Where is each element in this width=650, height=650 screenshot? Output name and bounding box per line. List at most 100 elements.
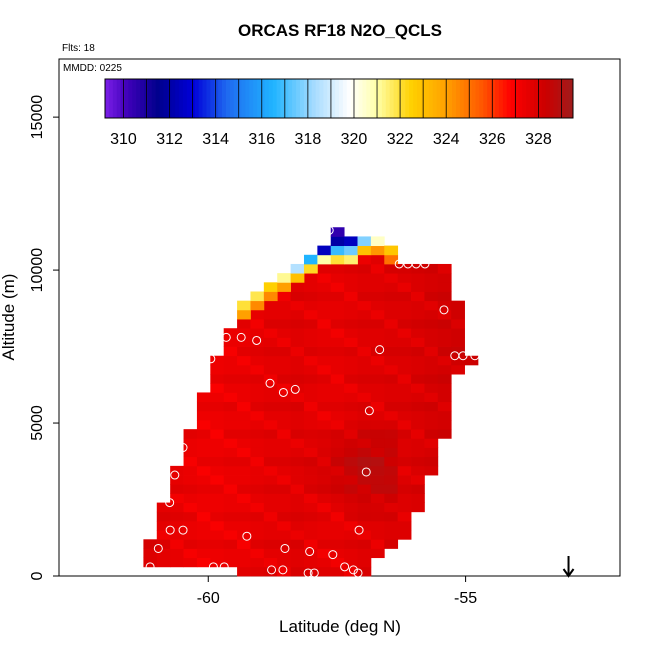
heatmap-cell bbox=[170, 502, 184, 513]
colorbar-segment bbox=[280, 79, 285, 118]
heatmap-cell bbox=[210, 465, 225, 476]
heatmap-cell bbox=[250, 502, 265, 513]
heatmap-cell bbox=[290, 438, 305, 448]
heatmap-cell bbox=[303, 438, 318, 448]
heatmap-cell bbox=[196, 447, 211, 458]
heatmap-cell bbox=[330, 227, 345, 237]
colorbar-segment bbox=[210, 79, 215, 118]
heatmap-cell bbox=[170, 530, 184, 540]
heatmap-cell bbox=[411, 374, 425, 384]
heatmap-cell bbox=[384, 355, 399, 366]
heatmap-cell bbox=[303, 539, 318, 549]
heatmap-cell bbox=[290, 282, 305, 292]
heatmap-cell bbox=[263, 419, 278, 430]
heatmap-cell bbox=[263, 355, 278, 366]
heatmap-cell bbox=[223, 530, 238, 540]
heatmap-cell bbox=[263, 465, 278, 476]
colorbar-segment bbox=[179, 79, 184, 118]
heatmap-cell bbox=[384, 502, 399, 513]
heatmap-cell bbox=[317, 392, 332, 403]
heatmap-cell bbox=[210, 502, 225, 513]
heatmap-cell bbox=[317, 291, 332, 302]
heatmap-cell bbox=[237, 530, 251, 540]
colorbar-segment bbox=[311, 79, 317, 118]
heatmap-cell bbox=[344, 346, 358, 357]
arrow-head bbox=[562, 568, 575, 578]
heatmap-cell bbox=[370, 419, 385, 430]
heatmap-cell bbox=[263, 392, 278, 403]
heatmap-cell bbox=[437, 319, 452, 329]
heatmap-cell bbox=[424, 438, 439, 448]
heatmap-cell bbox=[290, 429, 305, 439]
heatmap-cell bbox=[397, 364, 412, 375]
heatmap-cell bbox=[277, 410, 291, 421]
flight-point bbox=[178, 443, 188, 453]
colorbar-segment bbox=[479, 79, 484, 118]
heatmap-cell bbox=[210, 401, 225, 412]
heatmap-cell bbox=[223, 484, 238, 494]
flight-point bbox=[411, 259, 421, 269]
heatmap-cell bbox=[344, 263, 358, 274]
flight-point bbox=[278, 565, 288, 575]
heatmap-cell bbox=[384, 337, 399, 347]
colorbar-segment bbox=[495, 79, 500, 118]
colorbar-segment bbox=[225, 79, 231, 118]
heatmap-cell bbox=[330, 374, 345, 384]
heatmap-cell bbox=[357, 511, 372, 522]
heatmap-cell bbox=[397, 374, 412, 384]
heatmap-cell bbox=[183, 456, 198, 467]
heatmap-cell bbox=[384, 530, 399, 540]
heatmap-cell bbox=[237, 337, 251, 347]
colorbar-segment bbox=[502, 79, 508, 118]
flight-point bbox=[375, 345, 385, 355]
heatmap-cell bbox=[384, 263, 399, 274]
heatmap-cell bbox=[330, 438, 345, 448]
heatmap-cell bbox=[290, 410, 305, 421]
date-label: MMDD: 0225 bbox=[63, 63, 122, 74]
heatmap-cell bbox=[290, 475, 305, 485]
heatmap-cell bbox=[344, 520, 358, 531]
heatmap-cell bbox=[411, 328, 425, 338]
heatmap-cell bbox=[290, 401, 305, 412]
heatmap-cell bbox=[384, 300, 399, 311]
colorbar-segment bbox=[401, 79, 406, 118]
heatmap-cell bbox=[424, 364, 439, 375]
heatmap-cell bbox=[411, 502, 425, 513]
heatmap-cell bbox=[330, 548, 345, 559]
heatmap-cell bbox=[370, 245, 385, 256]
flight-point bbox=[439, 305, 449, 315]
heatmap-cell bbox=[263, 383, 278, 393]
heatmap-cell bbox=[277, 346, 291, 357]
heatmap-cell bbox=[250, 520, 265, 531]
heatmap-cell bbox=[370, 291, 385, 302]
colorbar-segment bbox=[147, 79, 153, 118]
heatmap-cell bbox=[183, 539, 198, 549]
heatmap-cell bbox=[156, 530, 171, 540]
heatmap-cell bbox=[277, 530, 291, 540]
heatmap-cell bbox=[344, 254, 358, 265]
heatmap-cell bbox=[357, 401, 372, 412]
flight-point bbox=[309, 568, 319, 578]
heatmap-cell bbox=[237, 493, 251, 503]
heatmap-cell bbox=[344, 383, 358, 393]
heatmap-cell bbox=[357, 300, 372, 311]
heatmap-cell bbox=[357, 456, 372, 467]
heatmap-cell bbox=[223, 410, 238, 421]
heatmap-cell bbox=[451, 337, 465, 347]
heatmap-cell bbox=[196, 548, 211, 559]
colorbar-segment bbox=[245, 79, 250, 118]
y-tick-label: 10000 bbox=[29, 248, 46, 293]
heatmap-cell bbox=[397, 447, 412, 458]
heatmap-cell bbox=[290, 566, 305, 577]
heatmap-cell bbox=[330, 566, 345, 577]
heatmap-cell bbox=[250, 328, 265, 338]
heatmap-cell bbox=[370, 539, 385, 549]
heatmap-cell bbox=[411, 484, 425, 494]
heatmap-cell bbox=[357, 236, 372, 247]
colorbar-segment bbox=[284, 79, 289, 118]
heatmap-cell bbox=[424, 291, 439, 302]
heatmap-cell bbox=[411, 493, 425, 503]
heatmap-cell bbox=[237, 383, 251, 393]
colorbar-tick-label: 326 bbox=[479, 131, 506, 148]
colorbar-tick-label: 328 bbox=[525, 131, 552, 148]
